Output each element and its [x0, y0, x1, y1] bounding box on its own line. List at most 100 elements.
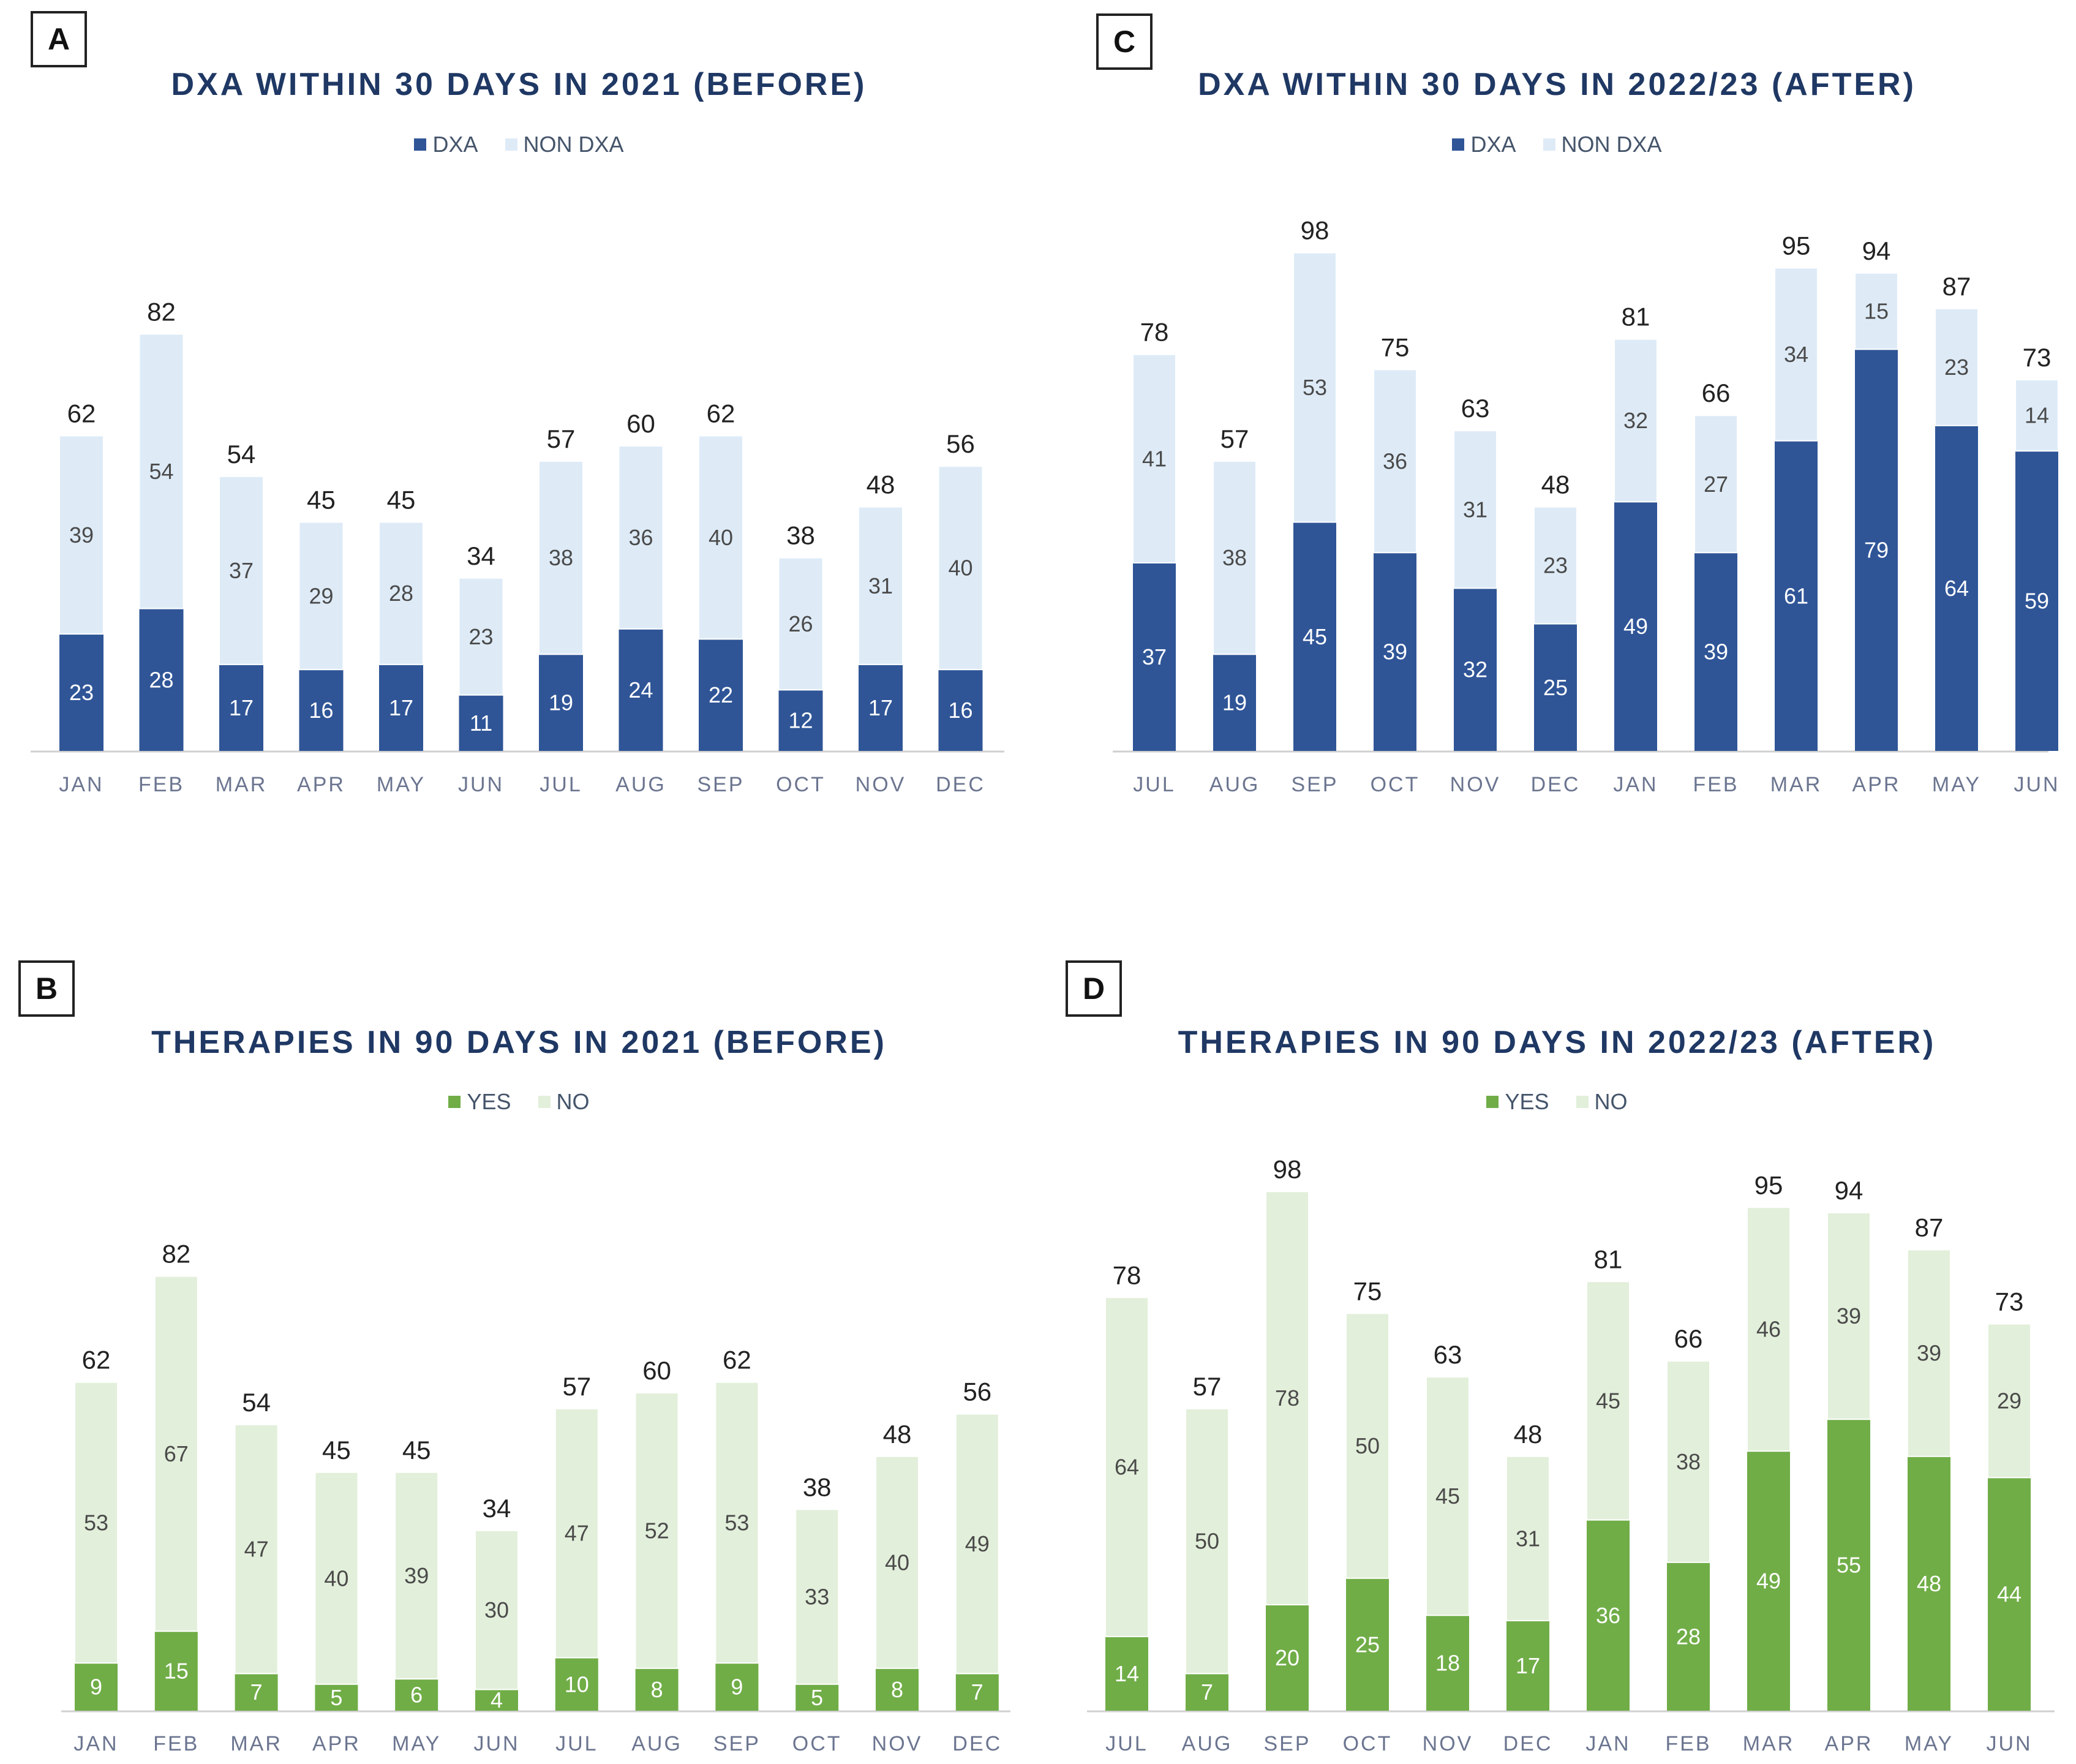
legend-item: YES	[1486, 1089, 1549, 1115]
bar-segment	[1855, 349, 1898, 751]
segment-value-label: 28	[389, 581, 413, 606]
segment-value-label: 10	[565, 1672, 589, 1697]
x-tick-label: JAN	[1613, 773, 1658, 796]
segment-value-label: 28	[1676, 1624, 1701, 1649]
bar-segment	[394, 1471, 439, 1680]
segment-value-label: 20	[1275, 1645, 1299, 1670]
bar-total-label: 45	[387, 486, 416, 514]
bar-segment	[876, 1668, 919, 1711]
bar-total-label: 73	[2023, 343, 2052, 372]
x-tick-label: FEB	[1693, 773, 1739, 796]
legend-swatch	[505, 138, 517, 151]
bar-segment	[139, 608, 184, 751]
bar-segment	[795, 1684, 839, 1711]
x-tick-label: JUN	[1986, 1732, 2032, 1755]
bar-segment	[1534, 624, 1577, 751]
bar-segment	[1667, 1562, 1710, 1711]
bar-segment	[1293, 252, 1337, 523]
bar-segment	[634, 1392, 679, 1669]
segment-value-label: 50	[1195, 1529, 1219, 1554]
x-tick-label: APR	[297, 773, 345, 796]
x-tick-label: OCT	[1343, 1732, 1393, 1755]
segment-value-label: 64	[1115, 1455, 1139, 1480]
segment-value-label: 34	[1784, 342, 1808, 367]
bar-segment	[475, 1529, 519, 1691]
bar-segment	[314, 1471, 359, 1685]
x-tick-label: MAR	[1770, 773, 1822, 796]
bar-total-label: 62	[82, 1346, 111, 1374]
bar-segment	[299, 669, 344, 751]
segment-value-label: 45	[1596, 1388, 1620, 1413]
segment-value-label: 48	[1917, 1571, 1941, 1596]
x-tick-label: JUL	[540, 773, 582, 796]
bar-total-label: 38	[786, 521, 815, 550]
segment-value-label: 23	[1944, 355, 1969, 380]
legend-item: NO	[538, 1089, 590, 1115]
x-tick-label: JUL	[1105, 1732, 1148, 1755]
segment-value-label: 41	[1142, 446, 1167, 471]
bar-segment	[1935, 307, 1979, 426]
bar-segment	[635, 1668, 679, 1711]
segment-value-label: 15	[1864, 299, 1889, 324]
bar-total-label: 48	[867, 470, 895, 499]
x-tick-label: JAN	[59, 773, 103, 796]
bar-segment	[1346, 1578, 1389, 1711]
segment-value-label: 49	[965, 1531, 990, 1556]
bar-segment	[938, 466, 983, 671]
segment-value-label: 64	[1944, 576, 1969, 601]
bar-segment	[475, 1689, 518, 1711]
bar-segment	[138, 333, 184, 609]
segment-value-label: 55	[1837, 1553, 1861, 1578]
bar-chart: 37 41 78 JUL 19 38 57 AUG 45 53 98 SEP 39 36 75 OCT 32 31…	[1113, 216, 2059, 796]
segment-value-label: 31	[1463, 497, 1487, 522]
legend-label: DXA	[432, 132, 478, 157]
bar-segment	[1694, 552, 1737, 751]
bar-segment	[1105, 1297, 1149, 1637]
bar-segment	[1988, 1477, 2031, 1711]
x-tick-label: APR	[312, 1732, 361, 1755]
bar-segment	[715, 1663, 759, 1711]
bar-segment	[1426, 1376, 1470, 1616]
bar-segment	[59, 435, 104, 635]
legend-item: DXA	[414, 132, 478, 157]
bar-segment	[59, 634, 103, 751]
legend-swatch	[538, 1096, 551, 1108]
legend-item: YES	[448, 1089, 511, 1115]
segment-value-label: 8	[891, 1677, 903, 1702]
segment-value-label: 40	[948, 556, 972, 581]
segment-value-label: 61	[1784, 583, 1808, 608]
bar-total-label: 62	[67, 399, 96, 428]
bar-segment	[1827, 1212, 1871, 1420]
x-tick-label: APR	[1825, 1732, 1873, 1755]
bar-segment	[219, 475, 264, 665]
segment-value-label: 8	[651, 1677, 663, 1702]
segment-value-label: 15	[164, 1659, 189, 1684]
segment-value-label: 32	[1623, 408, 1648, 433]
segment-value-label: 36	[628, 525, 653, 550]
x-tick-label: SEP	[713, 1732, 761, 1755]
segment-value-label: 25	[1355, 1632, 1380, 1657]
bar-total-label: 57	[562, 1372, 591, 1401]
bar-total-label: 87	[1915, 1213, 1944, 1242]
segment-value-label: 22	[709, 682, 733, 707]
bar-segment	[858, 506, 903, 665]
bar-total-label: 57	[1220, 424, 1249, 453]
legend-label: NON DXA	[523, 132, 624, 157]
bar-total-label: 57	[547, 424, 576, 453]
segment-value-label: 26	[788, 611, 813, 636]
x-tick-label: NOV	[1450, 773, 1501, 796]
chart-panel-c: C DXA WITHIN 30 DAYS IN 2022/23 (AFTER) …	[1038, 0, 2076, 882]
x-tick-label: FEB	[153, 1732, 199, 1755]
bar-segment	[619, 628, 663, 751]
bar-segment	[1374, 552, 1416, 751]
segment-value-label: 39	[1917, 1341, 1941, 1366]
bar-segment	[1614, 502, 1657, 751]
bar-total-label: 81	[1622, 303, 1650, 331]
bar-segment	[538, 460, 584, 655]
x-tick-label: NOV	[872, 1732, 923, 1755]
segment-value-label: 39	[1837, 1303, 1861, 1329]
segment-value-label: 9	[90, 1675, 102, 1700]
bar-segment	[1827, 1419, 1870, 1711]
bar-chart: 95362JAN156782FEB74754MAR54045APR63945MA…	[61, 1240, 1010, 1755]
segment-value-label: 36	[1596, 1603, 1620, 1628]
